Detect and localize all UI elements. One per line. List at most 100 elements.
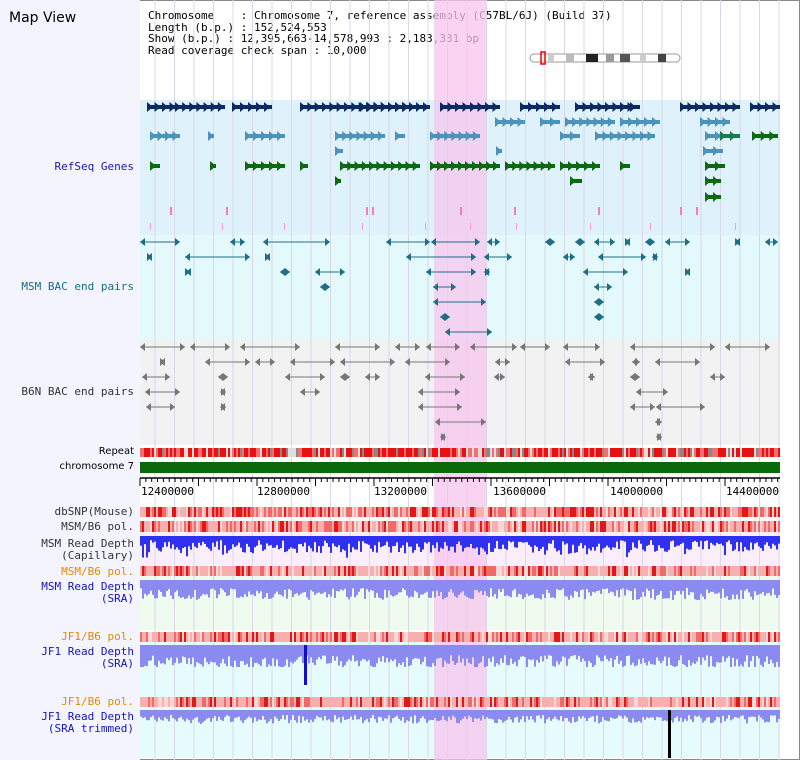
polymorphism-cell — [402, 566, 404, 576]
polymorphism-cell — [614, 566, 616, 576]
polymorphism-cell — [514, 566, 516, 576]
read-depth-bar — [148, 580, 150, 594]
polymorphism-cell — [548, 566, 550, 576]
read-depth-bar — [704, 536, 706, 542]
read-depth-bar — [558, 645, 560, 665]
read-depth-bar — [226, 536, 228, 554]
polymorphism-cell — [150, 697, 152, 707]
repeat-segment — [622, 448, 624, 457]
repeat-segment — [240, 448, 242, 457]
track-label-dbsnp[interactable]: dbSNP(Mouse) — [54, 505, 134, 518]
read-depth-bar — [658, 580, 660, 595]
read-depth-bar — [416, 710, 418, 724]
polymorphism-cell — [716, 521, 718, 532]
track-label-jf1-depth-sra[interactable]: JF1 Read Depth (SRA) — [41, 645, 134, 670]
repeat-segment — [162, 448, 164, 457]
read-depth-bar — [208, 710, 210, 718]
repeat-segment — [662, 448, 664, 457]
polymorphism-cell — [444, 566, 446, 576]
read-depth-bar — [406, 580, 408, 596]
polymorphism-cell — [352, 632, 354, 642]
polymorphism-cell — [316, 632, 318, 642]
polymorphism-cell — [460, 632, 462, 642]
read-depth-bar — [772, 580, 774, 589]
polymorphism-cell — [424, 632, 426, 642]
repeat-segment — [286, 448, 288, 457]
polymorphism-cell — [690, 521, 692, 532]
polymorphism-cell — [380, 521, 382, 532]
polymorphism-cell — [778, 697, 780, 707]
polymorphism-cell — [208, 697, 210, 707]
bac-end-marker — [630, 373, 635, 381]
read-depth-bar — [500, 710, 502, 720]
refseq-marker — [366, 207, 368, 215]
polymorphism-cell — [690, 632, 692, 642]
track-label-jf1-depth-trimmed[interactable]: JF1 Read Depth (SRA trimmed) — [41, 710, 134, 735]
polymorphism-cell — [740, 566, 742, 576]
read-depth-bar — [318, 580, 320, 593]
polymorphism-cell — [688, 507, 690, 517]
polymorphism-cell — [208, 632, 210, 642]
read-depth-bar — [296, 536, 298, 553]
read-depth-bar — [606, 710, 608, 721]
read-depth-bar — [556, 645, 558, 662]
read-depth-bar — [616, 580, 618, 591]
read-depth-bar — [282, 536, 284, 541]
polymorphism-cell — [568, 521, 570, 532]
track-label-jf1-pol-2[interactable]: JF1/B6 pol. — [61, 695, 134, 708]
read-depth-bar — [508, 580, 510, 597]
polymorphism-cell — [210, 507, 212, 517]
read-depth-bar — [662, 710, 664, 721]
repeat-segment — [546, 448, 548, 457]
read-depth-bar — [388, 710, 390, 716]
polymorphism-cell — [538, 566, 540, 576]
track-label-msm-depth-capillary[interactable]: MSM Read Depth (Capillary) — [41, 537, 134, 562]
read-depth-bar — [738, 710, 740, 719]
ideogram-band — [606, 54, 614, 62]
polymorphism-cell — [162, 507, 164, 517]
polymorphism-cell — [766, 507, 768, 517]
track-label-msm-depth-sra[interactable]: MSM Read Depth (SRA) — [41, 580, 134, 605]
polymorphism-cell — [558, 697, 560, 707]
polymorphism-cell — [360, 507, 362, 517]
polymorphism-cell — [606, 566, 608, 576]
polymorphism-cell — [180, 697, 182, 707]
polymorphism-cell — [178, 697, 180, 707]
read-depth-bar — [696, 645, 698, 662]
read-depth-bar — [520, 580, 522, 595]
read-depth-bar — [568, 710, 570, 722]
read-depth-bar — [490, 645, 492, 662]
track-label-jf1-pol-1[interactable]: JF1/B6 pol. — [61, 630, 134, 643]
polymorphism-cell — [578, 632, 580, 642]
polymorphism-cell — [476, 521, 478, 532]
read-depth-bar — [352, 645, 354, 656]
polymorphism-cell — [620, 566, 622, 576]
polymorphism-cell — [316, 521, 318, 532]
read-depth-bar — [472, 710, 474, 722]
polymorphism-cell — [370, 566, 372, 576]
polymorphism-cell — [644, 566, 646, 576]
read-depth-bar — [766, 580, 768, 594]
polymorphism-cell — [432, 521, 434, 532]
track-label-msm-pol-1[interactable]: MSM/B6 pol. — [61, 520, 134, 533]
polymorphism-cell — [182, 632, 184, 642]
polymorphism-cell — [736, 566, 738, 576]
gene-arrow — [402, 102, 408, 112]
read-depth-bar — [274, 580, 276, 594]
gene-arrow — [147, 102, 153, 112]
track-label-refseq[interactable]: RefSeq Genes — [54, 160, 134, 173]
read-depth-bar — [352, 710, 354, 720]
read-depth-bar — [452, 536, 454, 547]
polymorphism-cell — [596, 566, 598, 576]
track-label-msm-pol-2[interactable]: MSM/B6 pol. — [61, 565, 134, 578]
polymorphism-cell — [552, 697, 554, 707]
polymorphism-cell — [174, 632, 176, 642]
track-label-msm-bac[interactable]: MSM BAC end pairs — [21, 280, 134, 293]
polymorphism-cell — [614, 521, 616, 532]
read-depth-bar — [480, 645, 482, 663]
track-label-b6n-bac[interactable]: B6N BAC end pairs — [21, 385, 134, 398]
repeat-segment — [160, 448, 162, 457]
polymorphism-cell — [150, 566, 152, 576]
repeat-segment — [566, 448, 568, 457]
